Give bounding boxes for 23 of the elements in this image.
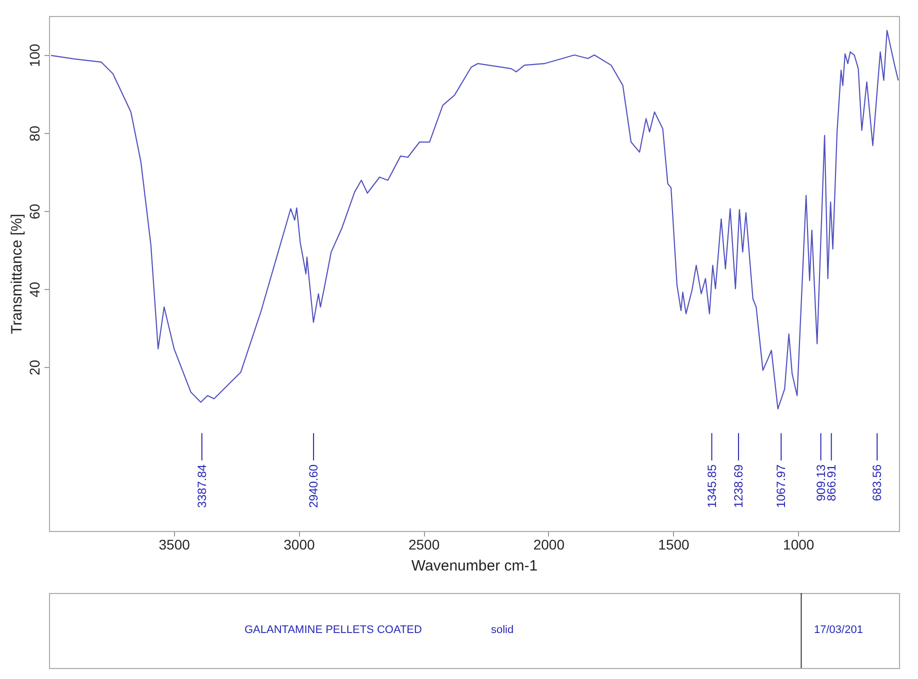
ref-line-label: 3387.84 <box>194 464 209 508</box>
x-tick-label: 3500 <box>158 536 190 552</box>
x-tick-label: 1500 <box>658 536 690 552</box>
y-tick-label: 20 <box>26 360 42 376</box>
y-tick-label: 80 <box>26 126 42 142</box>
x-tick-label: 2000 <box>533 536 565 552</box>
ref-line-label: 1345.85 <box>704 464 719 508</box>
text: GALANTAMINE PELLETS COATED <box>244 624 422 636</box>
y-tick-label: 60 <box>26 204 42 220</box>
x-tick-label: 3000 <box>284 536 315 552</box>
ref-line-label: 2940.60 <box>306 464 321 508</box>
y-axis-title: Transmittance [%] <box>8 214 26 334</box>
x-tick-label: 2500 <box>408 536 440 552</box>
ref-line-label: 683.56 <box>870 464 884 502</box>
ref-line-label: 1238.69 <box>732 464 746 508</box>
line-series <box>50 30 899 410</box>
ref-line-label: 1067.97 <box>774 464 788 508</box>
text: solid <box>491 624 514 636</box>
x-axis-title: Wavenumber cm-1 <box>411 558 538 574</box>
y-tick-label: 100 <box>26 44 42 68</box>
text: 17/03/201 <box>814 624 863 636</box>
x-tick-label: 1000 <box>783 536 814 552</box>
y-tick-label: 40 <box>26 282 42 298</box>
